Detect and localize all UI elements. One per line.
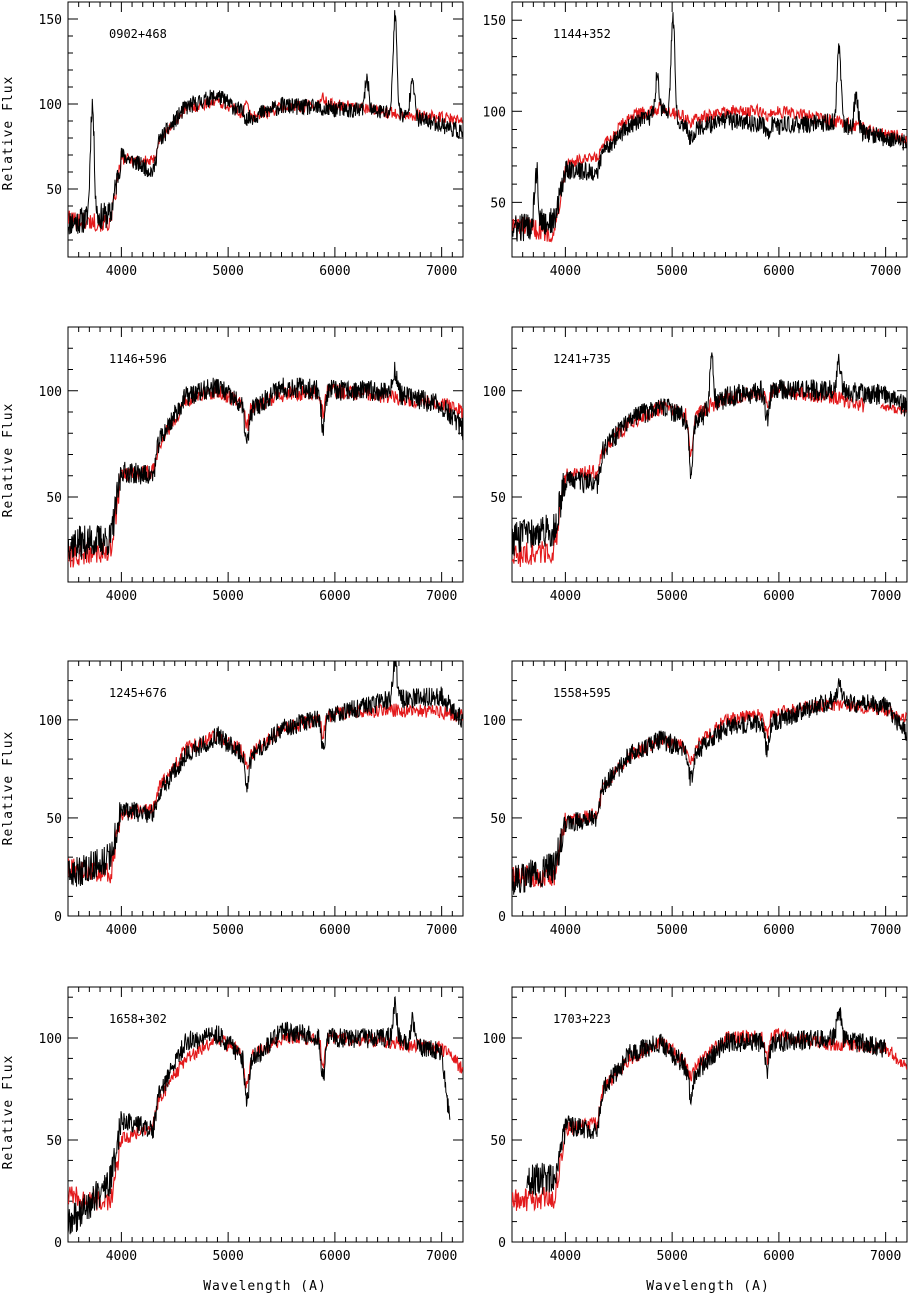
panel-label: 1146+596 <box>109 352 167 366</box>
x-tick-label: 4000 <box>106 264 137 279</box>
spectrum-panel: 4000 5000 6000 7000 50 100 150 1144+352 <box>483 1 908 279</box>
spectrum-panel: 4000 5000 6000 7000 0 50 100 1703+223 <box>483 986 908 1264</box>
y-tick-label: 50 <box>46 183 62 198</box>
x-tick-label: 7000 <box>870 923 901 938</box>
y-tick-label: 100 <box>39 1032 62 1047</box>
x-tick-label: 7000 <box>426 923 457 938</box>
x-tick-label: 6000 <box>763 1249 794 1264</box>
y-tick-label: 100 <box>39 385 62 400</box>
x-tick-label: 5000 <box>656 264 687 279</box>
x-tick-label: 7000 <box>426 264 457 279</box>
x-tick-label: 5000 <box>656 1249 687 1264</box>
y-tick-label: 0 <box>54 1236 62 1251</box>
x-tick-label: 7000 <box>870 264 901 279</box>
y-tick-label: 50 <box>490 812 506 827</box>
spectrum-panel: 4000 5000 6000 7000 50 100 1241+735 <box>483 326 908 604</box>
model-spectrum-line <box>68 383 463 568</box>
observed-spectrum-line <box>68 10 463 235</box>
y-tick-label: 100 <box>39 98 62 113</box>
observed-spectrum-line <box>68 361 463 561</box>
plot-frame <box>67 986 464 1243</box>
panel-label: 1658+302 <box>109 1012 167 1026</box>
y-axis-title-row-3: Relative Flux <box>1 731 16 846</box>
x-tick-label: 7000 <box>870 1249 901 1264</box>
model-spectrum-line <box>512 101 907 243</box>
y-tick-label: 150 <box>39 13 62 28</box>
y-tick-label: 150 <box>483 14 506 29</box>
x-tick-label: 5000 <box>212 589 243 604</box>
observed-spectrum-line <box>68 661 463 887</box>
y-tick-label: 50 <box>46 812 62 827</box>
x-tick-label: 6000 <box>763 923 794 938</box>
y-tick-label: 0 <box>498 910 506 925</box>
y-tick-label: 50 <box>490 491 506 506</box>
model-spectrum-line <box>512 383 865 568</box>
y-tick-label: 0 <box>54 910 62 925</box>
x-tick-label: 7000 <box>426 589 457 604</box>
panel-label: 1703+223 <box>553 1012 611 1026</box>
y-axis-title-row-2: Relative Flux <box>1 403 16 518</box>
panel-label: 1558+595 <box>553 686 611 700</box>
observed-spectrum-line <box>512 678 907 895</box>
x-tick-label: 5000 <box>212 923 243 938</box>
y-tick-label: 100 <box>483 714 506 729</box>
y-axis-title-row-4: Relative Flux <box>1 1055 16 1170</box>
x-tick-label: 6000 <box>319 264 350 279</box>
x-tick-label: 4000 <box>550 589 581 604</box>
x-tick-label: 6000 <box>319 923 350 938</box>
spectrum-panel: 4000 5000 6000 7000 0 50 100 1658+302 <box>39 986 464 1264</box>
plot-frame <box>67 660 464 917</box>
model-spectrum-line <box>512 698 907 889</box>
plot-frame <box>511 660 908 917</box>
plot-frame <box>67 1 464 258</box>
x-tick-label: 4000 <box>106 1249 137 1264</box>
y-tick-label: 100 <box>483 105 506 120</box>
spectrum-panel: 4000 5000 6000 7000 50 100 150 0902+468 <box>39 1 464 279</box>
y-tick-label: 100 <box>483 1032 506 1047</box>
panel-label: 1144+352 <box>553 27 611 41</box>
y-axis-title-row-1: Relative Flux <box>1 76 16 191</box>
x-tick-label: 6000 <box>319 1249 350 1264</box>
spectrum-panel: 4000 5000 6000 7000 0 50 100 1245+676 <box>39 660 464 938</box>
x-tick-label: 5000 <box>656 923 687 938</box>
panel-label: 1245+676 <box>109 686 167 700</box>
observed-spectrum-line <box>526 1007 887 1196</box>
y-tick-label: 50 <box>490 1134 506 1149</box>
model-spectrum-tail <box>880 402 907 415</box>
x-tick-label: 4000 <box>550 923 581 938</box>
observed-spectrum-line <box>512 12 907 242</box>
x-tick-label: 6000 <box>763 589 794 604</box>
observed-spectrum-line <box>68 996 451 1235</box>
y-tick-label: 50 <box>46 1134 62 1149</box>
x-tick-label: 7000 <box>426 1249 457 1264</box>
y-tick-label: 50 <box>490 196 506 211</box>
panel-label: 0902+468 <box>109 27 167 41</box>
x-tick-label: 4000 <box>106 923 137 938</box>
x-tick-label: 4000 <box>106 589 137 604</box>
x-axis-title-left: Wavelength (A) <box>203 1279 327 1294</box>
x-tick-label: 6000 <box>319 589 350 604</box>
x-tick-label: 4000 <box>550 264 581 279</box>
spectrum-panel: 4000 5000 6000 7000 50 100 1146+596 <box>39 326 464 604</box>
x-tick-label: 5000 <box>212 1249 243 1264</box>
panel-label: 1241+735 <box>553 352 611 366</box>
model-spectrum-line <box>68 703 463 884</box>
spectrum-panel: 4000 5000 6000 7000 0 50 100 1558+595 <box>483 660 908 938</box>
x-axis-title-right: Wavelength (A) <box>646 1279 770 1294</box>
y-tick-label: 0 <box>498 1236 506 1251</box>
x-tick-label: 7000 <box>870 589 901 604</box>
y-tick-label: 100 <box>483 385 506 400</box>
y-tick-label: 100 <box>39 714 62 729</box>
x-tick-label: 5000 <box>212 264 243 279</box>
observed-spectrum-line <box>512 352 907 556</box>
x-tick-label: 4000 <box>550 1249 581 1264</box>
x-tick-label: 6000 <box>763 264 794 279</box>
x-tick-label: 5000 <box>656 589 687 604</box>
plot-frame <box>511 986 908 1243</box>
y-tick-label: 50 <box>46 491 62 506</box>
